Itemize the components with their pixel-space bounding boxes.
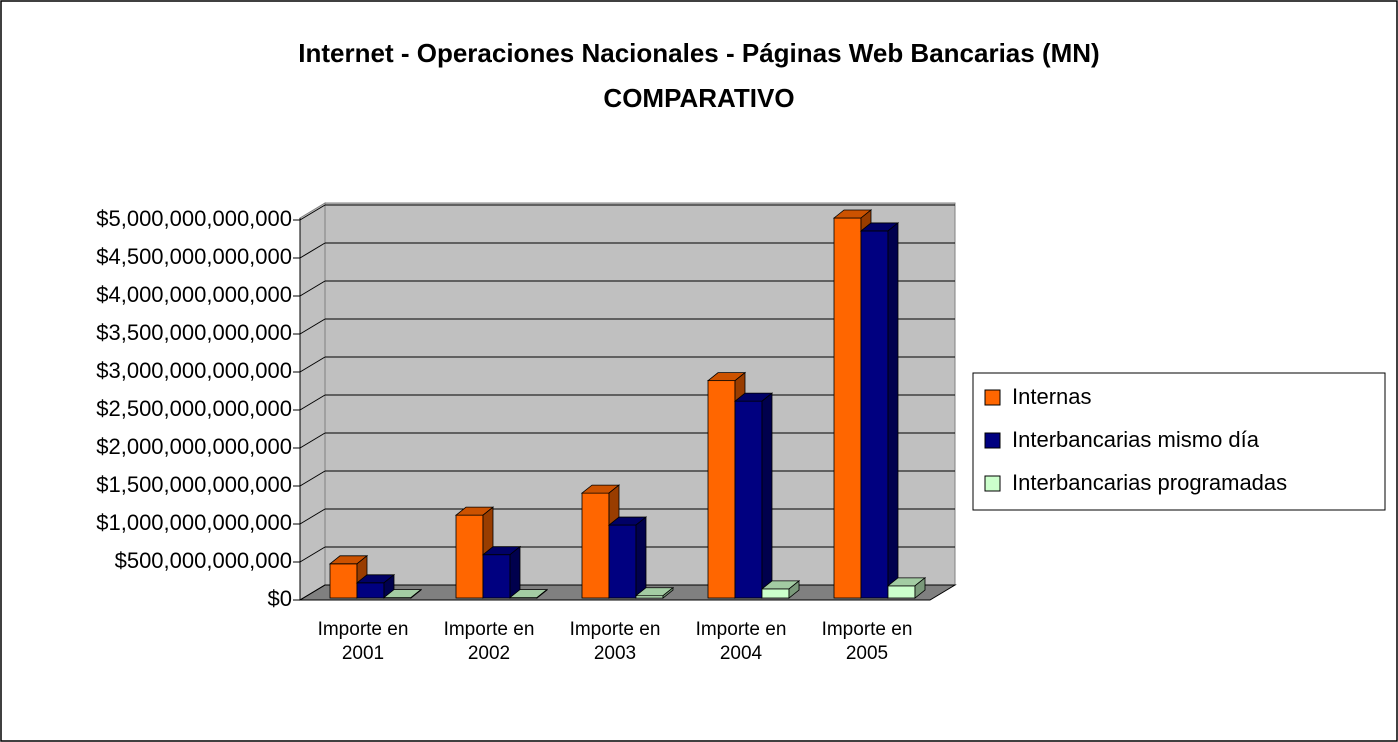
x-tick-label: Importe en 2003 (569, 619, 661, 664)
legend-label: Interbancarias programadas (1012, 470, 1287, 495)
y-tick-label: $2,500,000,000,000 (96, 396, 292, 421)
bar-side (887, 222, 899, 599)
grid-line-side (299, 280, 326, 297)
bar-side (662, 586, 674, 599)
bar (761, 588, 790, 599)
y-tick-label: $3,500,000,000,000 (96, 320, 292, 345)
x-tick-label: Importe en 2002 (443, 619, 535, 664)
x-tick-label: Importe en 2001 (317, 619, 409, 664)
grid-line-side (299, 242, 326, 259)
legend-swatch (984, 432, 1001, 449)
bar (482, 554, 511, 599)
y-tick-label: $5,000,000,000,000 (96, 206, 292, 231)
bar (860, 230, 889, 599)
bar-side (635, 516, 647, 599)
legend-label: Internas (1012, 384, 1092, 409)
legend-box (972, 372, 1386, 511)
y-tick-label: $2,000,000,000,000 (96, 434, 292, 459)
grid-line-side (299, 584, 326, 601)
y-tick-label: $4,000,000,000,000 (96, 282, 292, 307)
grid-line-side (299, 356, 326, 373)
y-tick-label: $3,000,000,000,000 (96, 358, 292, 383)
chart-subtitle: COMPARATIVO (603, 83, 794, 113)
y-tick-label: $4,500,000,000,000 (96, 244, 292, 269)
bar-side (509, 545, 521, 599)
bar-side (536, 588, 548, 599)
grid-line-side (299, 470, 326, 487)
bar (329, 563, 358, 599)
bar-side (914, 577, 926, 599)
bar (356, 582, 385, 599)
bar-side (761, 392, 773, 599)
grid-line-side (299, 394, 326, 411)
grid-line-side (299, 432, 326, 449)
bar (707, 380, 736, 599)
x-tick-label: Importe en 2005 (821, 619, 913, 664)
legend-label: Interbancarias mismo día (1012, 427, 1260, 452)
side-wall (299, 202, 326, 601)
bar (455, 514, 484, 599)
bar-side (788, 580, 800, 599)
bar (608, 524, 637, 599)
grid-line-side (299, 204, 326, 221)
y-tick-label: $0 (268, 586, 292, 611)
bar (833, 217, 862, 599)
y-tick-label: $1,500,000,000,000 (96, 472, 292, 497)
legend-swatch (984, 389, 1001, 406)
bar (734, 400, 763, 599)
legend-swatch (984, 475, 1001, 492)
y-tick-label: $500,000,000,000 (115, 548, 292, 573)
grid-line-side (299, 508, 326, 525)
bar (887, 585, 916, 599)
bar-side (410, 588, 422, 599)
grid-line-side (299, 318, 326, 335)
x-tick-label: Importe en 2004 (695, 619, 787, 664)
y-tick-label: $1,000,000,000,000 (96, 510, 292, 535)
bar (581, 492, 610, 599)
chart-title: Internet - Operaciones Nacionales - Pági… (298, 38, 1099, 68)
grid-line-side (299, 546, 326, 563)
